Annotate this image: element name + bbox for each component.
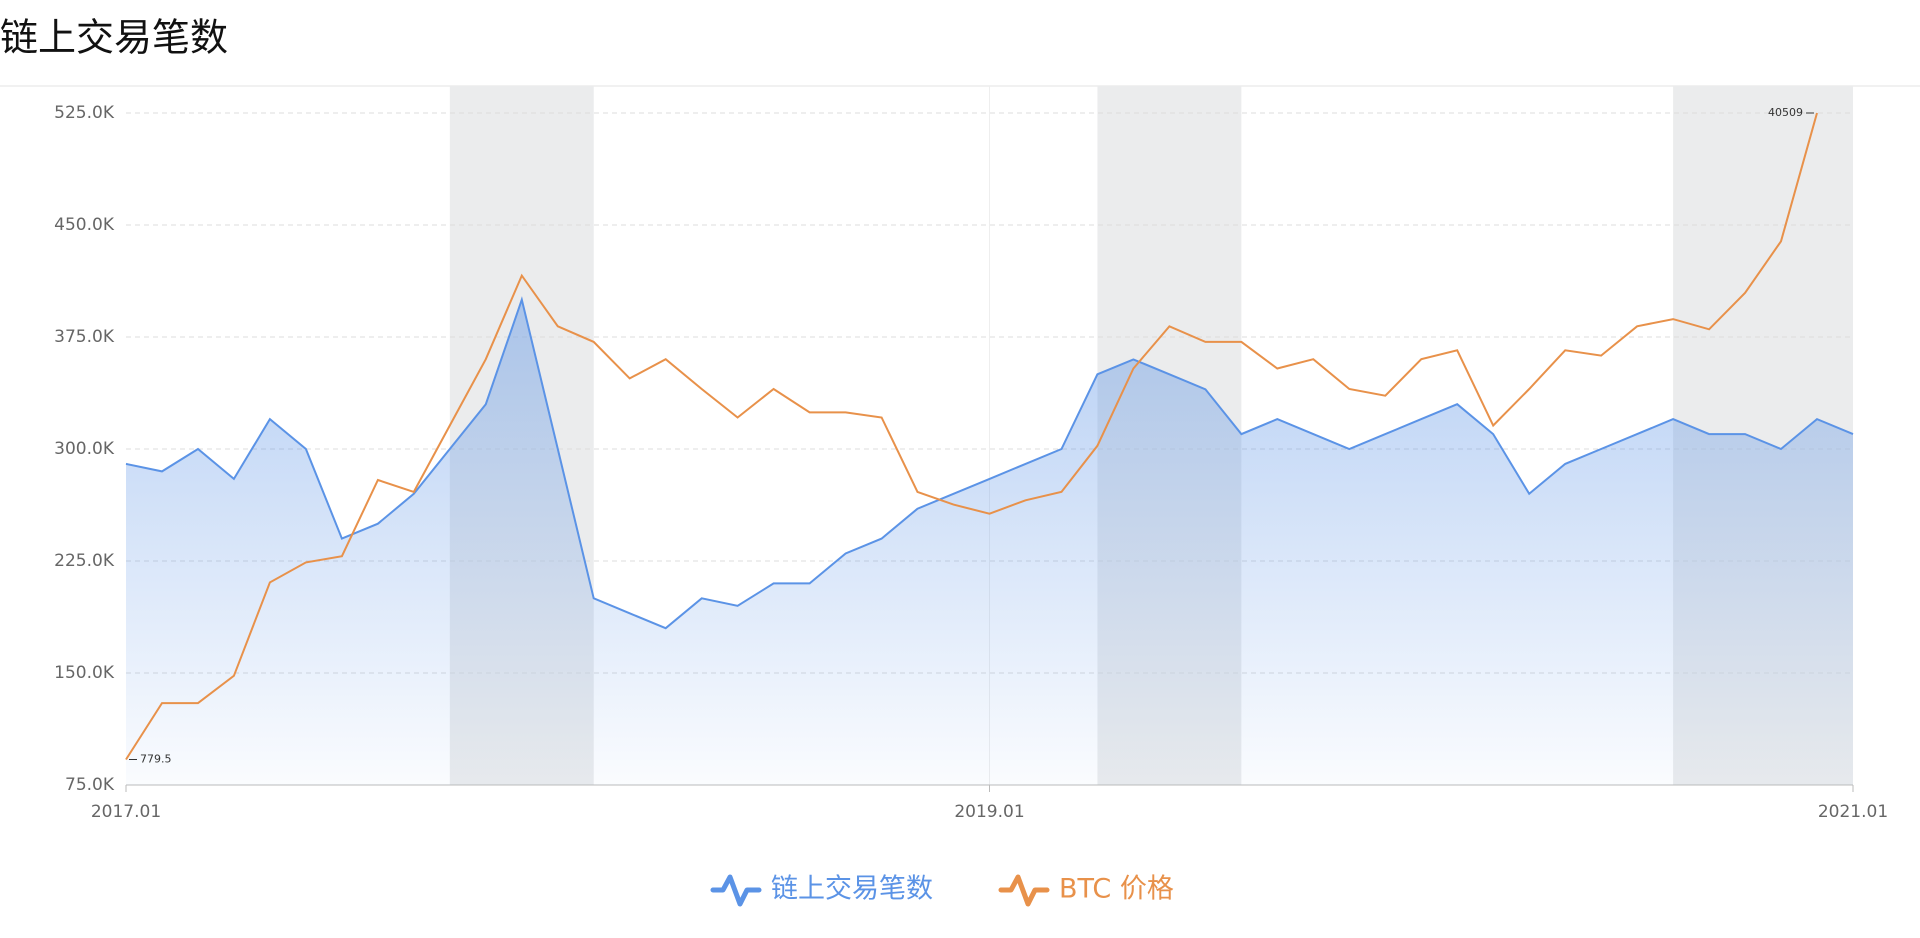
series-area bbox=[126, 299, 1853, 785]
y-tick-label: 450.0K bbox=[54, 215, 115, 235]
x-tick-label: 2019.01 bbox=[954, 802, 1024, 822]
x-tick-label: 2021.01 bbox=[1818, 802, 1888, 822]
annotation: 40509 bbox=[1768, 106, 1803, 119]
y-tick-label: 150.0K bbox=[54, 663, 115, 683]
y-tick-label: 75.0K bbox=[65, 775, 115, 795]
x-tick-label: 2017.01 bbox=[91, 802, 161, 822]
series-line bbox=[125, 112, 1818, 761]
y-tick-label: 225.0K bbox=[54, 551, 115, 571]
y-tick-label: 525.0K bbox=[54, 103, 115, 123]
series-line bbox=[125, 296, 1854, 630]
chart-title: 链上交易笔数 bbox=[0, 16, 228, 60]
annotation: 779.5 bbox=[140, 752, 172, 765]
legend-label: BTC 价格 bbox=[1059, 874, 1174, 905]
y-tick-label: 375.0K bbox=[54, 327, 115, 347]
legend-icon bbox=[710, 874, 762, 907]
y-tick-label: 300.0K bbox=[54, 439, 115, 459]
legend-label: 链上交易笔数 bbox=[771, 874, 933, 905]
legend-icon bbox=[998, 874, 1050, 907]
